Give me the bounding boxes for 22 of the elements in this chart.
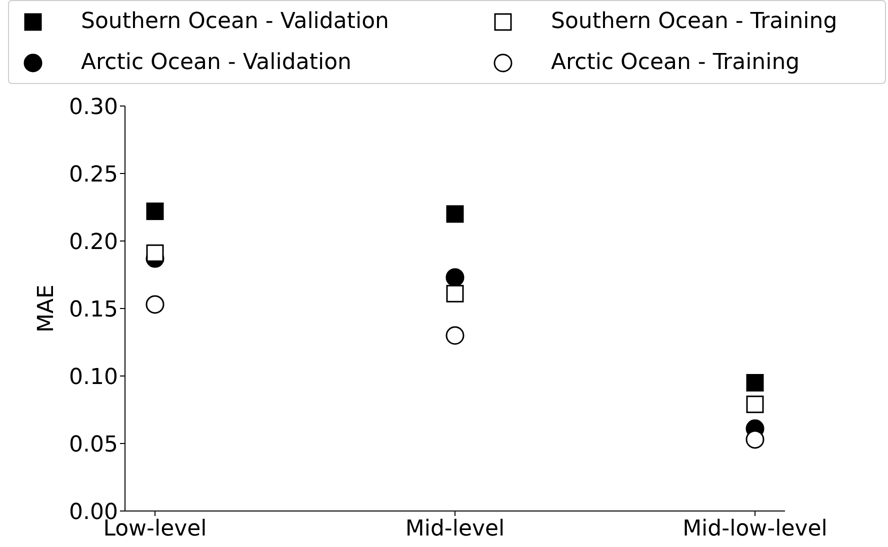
point (746, 396, 764, 414)
point (146, 244, 164, 262)
y-tick-label: 0.15 (69, 297, 118, 322)
x-tick-label: Mid-level (405, 516, 505, 542)
y-axis-title: MAE (34, 284, 59, 332)
point (746, 374, 764, 392)
legend-label: Southern Ocean - Validation (81, 9, 389, 34)
y-tick-label: 0.10 (69, 364, 118, 390)
legend-label: Southern Ocean - Training (551, 9, 838, 34)
point (746, 430, 764, 449)
y-tick-label: 0.05 (69, 432, 118, 458)
legend-label: Arctic Ocean - Validation (81, 50, 352, 75)
point (146, 202, 164, 220)
point (446, 268, 464, 287)
point (446, 326, 464, 345)
y-tick-label: 0.20 (69, 230, 118, 255)
point (146, 295, 164, 314)
x-tick-label: Mid-low-level (682, 516, 828, 542)
y-tick-label: 0.25 (69, 162, 118, 188)
y-tick-label: 0.30 (69, 94, 118, 120)
legend-label: Arctic Ocean - Training (551, 50, 800, 75)
point (446, 205, 464, 223)
